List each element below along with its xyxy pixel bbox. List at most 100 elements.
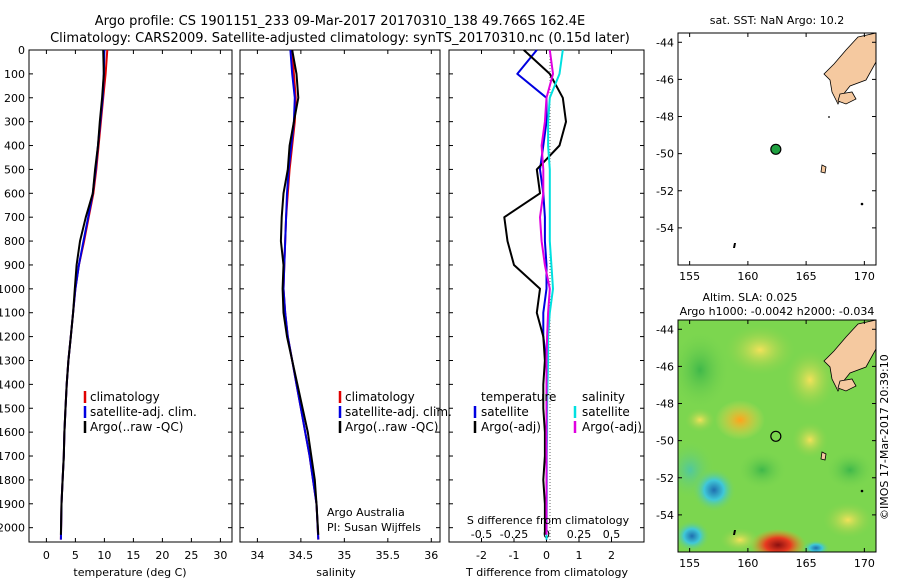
temperature-legend: climatology satellite-adj. clim. Argo(..… bbox=[83, 390, 197, 434]
y-tick-label: 1100 bbox=[0, 307, 25, 320]
x-tick-label: 35 bbox=[337, 549, 351, 562]
sst-map-land bbox=[733, 32, 877, 248]
lon-tick-label: 155 bbox=[679, 270, 700, 283]
campbell-island bbox=[860, 489, 864, 493]
y-tick-label: 1900 bbox=[0, 498, 25, 511]
y-tick-label: 1700 bbox=[0, 450, 25, 463]
x-tick-label: 34.5 bbox=[289, 549, 314, 562]
x-tick-label: 5 bbox=[72, 549, 79, 562]
lat-tick-label: -54 bbox=[656, 509, 674, 522]
x-tick-label: 0 bbox=[43, 549, 50, 562]
y-tick-label: 800 bbox=[4, 235, 25, 248]
y-tick-label: 1600 bbox=[0, 426, 25, 439]
x-tick-label: 25 bbox=[184, 549, 198, 562]
lon-tick-label: 160 bbox=[737, 270, 758, 283]
temperature-xlabel: temperature (deg C) bbox=[73, 566, 186, 579]
sst-map: sat. SST: NaN Argo: 10.2 -44 -46 -48 -50 -52… bbox=[656, 14, 877, 283]
legend-satellite: satellite-adj. clim. bbox=[90, 405, 197, 419]
y-tick-label: 2000 bbox=[0, 522, 25, 535]
lat-tick-label: -52 bbox=[656, 472, 674, 485]
x-tick-label: 0 bbox=[543, 549, 550, 562]
sla-map-title-1: Altim. SLA: 0.025 bbox=[702, 291, 797, 304]
x-tick-label: 20 bbox=[155, 549, 169, 562]
y-tick-label: 1800 bbox=[0, 474, 25, 487]
lon-tick-label: 165 bbox=[796, 270, 817, 283]
lat-tick-label: -50 bbox=[656, 435, 674, 448]
series-line-2 bbox=[59, 49, 106, 540]
series-line-3 bbox=[59, 49, 105, 535]
lon-tick-label: 165 bbox=[796, 557, 817, 570]
series-line-1 bbox=[516, 49, 548, 540]
lat-tick-label: -52 bbox=[656, 185, 674, 198]
y-tick-label: 100 bbox=[4, 68, 25, 81]
s-tick-label: 0.25 bbox=[567, 528, 592, 541]
snares-islands bbox=[828, 116, 830, 118]
y-tick-label: 1300 bbox=[0, 354, 25, 367]
stewart-island bbox=[837, 378, 857, 392]
x-tick-label: -1 bbox=[509, 549, 520, 562]
series-line-3 bbox=[279, 49, 320, 535]
lat-tick-label: -50 bbox=[656, 148, 674, 161]
lat-tick-label: -44 bbox=[656, 36, 674, 49]
y-tick-label: 200 bbox=[4, 92, 25, 105]
x-tick-label: 1 bbox=[576, 549, 583, 562]
legend-climatology: climatology bbox=[90, 390, 160, 404]
difference-legend: temperature satellite Argo(-adj) salinit… bbox=[473, 390, 642, 434]
argo-float-marker bbox=[770, 430, 782, 442]
x-tick-label: 35.5 bbox=[376, 549, 401, 562]
t-diff-label: T difference from climatology bbox=[465, 566, 628, 579]
lon-tick-label: 170 bbox=[854, 557, 875, 570]
legend-temp-satellite: satellite bbox=[481, 405, 529, 419]
y-tick-label: 300 bbox=[4, 116, 25, 129]
stewart-island bbox=[837, 91, 857, 105]
y-tick-label: 700 bbox=[4, 211, 25, 224]
x-tick-label: -2 bbox=[476, 549, 487, 562]
sla-map-title-2: Argo h1000: -0.0042 h2000: -0.034 bbox=[680, 305, 875, 318]
auckland-islands bbox=[820, 451, 827, 461]
legend-sal-argo: Argo(-adj) bbox=[582, 420, 642, 434]
lon-tick-label: 170 bbox=[854, 270, 875, 283]
x-tick-label: 36 bbox=[424, 549, 438, 562]
y-tick-label: 1000 bbox=[0, 283, 25, 296]
salinity-axes bbox=[239, 49, 441, 543]
header-line-1: Argo profile: CS 1901151_233 09-Mar-2017… bbox=[95, 14, 585, 29]
s-tick-label: -0.25 bbox=[500, 528, 528, 541]
lat-tick-label: -44 bbox=[656, 323, 674, 336]
salinity-xlabel: salinity bbox=[316, 566, 356, 579]
temperature-panel: 0100200300400500600700800900100011001200… bbox=[0, 44, 233, 579]
legend-argo: Argo(..raw -QC) bbox=[345, 420, 438, 434]
sst-map-title: sat. SST: NaN Argo: 10.2 bbox=[710, 14, 844, 27]
lat-tick-label: -46 bbox=[656, 360, 674, 373]
x-tick-label: 15 bbox=[126, 549, 140, 562]
header-line-2: Climatology: CARS2009. Satellite-adjuste… bbox=[50, 31, 630, 46]
watermark: ©IMOS 17-Mar-2017 20:39:10 bbox=[878, 354, 891, 520]
x-tick-label: 34 bbox=[250, 549, 264, 562]
x-tick-label: 30 bbox=[213, 549, 227, 562]
series-line-4 bbox=[539, 49, 554, 535]
campbell-island bbox=[860, 202, 864, 206]
legend-temp-argo: Argo(-adj) bbox=[481, 420, 541, 434]
macquarie-island bbox=[733, 530, 736, 535]
y-tick-label: 500 bbox=[4, 163, 25, 176]
y-tick-label: 1400 bbox=[0, 378, 25, 391]
series-line-2 bbox=[503, 49, 567, 535]
x-tick-label: 10 bbox=[97, 549, 111, 562]
lon-tick-label: 155 bbox=[679, 557, 700, 570]
lat-tick-label: -48 bbox=[656, 111, 674, 124]
salinity-legend: climatology satellite-adj. clim. Argo(..… bbox=[338, 390, 452, 434]
lat-tick-label: -46 bbox=[656, 73, 674, 86]
temperature-axes bbox=[28, 49, 233, 543]
y-tick-label: 400 bbox=[4, 140, 25, 153]
x-tick-label: 2 bbox=[608, 549, 615, 562]
credit-line-1: Argo Australia bbox=[327, 506, 405, 519]
legend-temp-title: temperature bbox=[481, 390, 556, 404]
auckland-islands bbox=[820, 164, 827, 174]
lat-tick-label: -48 bbox=[656, 398, 674, 411]
lon-tick-label: 160 bbox=[737, 557, 758, 570]
legend-satellite: satellite-adj. clim. bbox=[345, 405, 452, 419]
legend-sal-title: salinity bbox=[582, 390, 625, 404]
credit-line-2: PI: Susan Wijffels bbox=[327, 521, 421, 534]
legend-climatology: climatology bbox=[345, 390, 415, 404]
s-tick-label: 0.5 bbox=[603, 528, 621, 541]
